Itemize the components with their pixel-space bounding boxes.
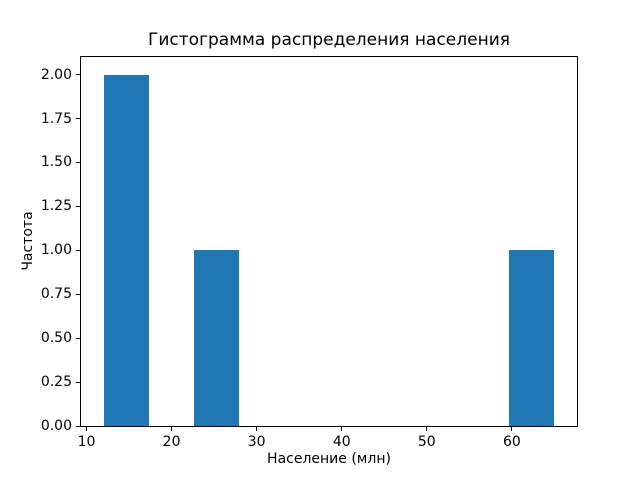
y-tick-mark [76,74,80,76]
y-tick-label: 0.50 [40,330,72,347]
y-tick-mark [76,381,80,383]
y-tick-mark [76,337,80,339]
x-tick-mark [86,427,87,431]
histogram-bar [103,74,149,426]
y-tick-mark [76,161,80,163]
y-tick-label: 1.75 [40,110,72,127]
x-tick-mark [256,427,258,431]
y-tick-mark [76,118,80,119]
y-tick-label: 2.00 [40,66,72,83]
y-tick-mark [76,205,80,207]
x-tick-label: 20 [162,434,181,450]
x-tick-label: 60 [502,434,521,450]
x-tick-label: 50 [417,434,436,450]
x-tick-mark [341,427,343,431]
y-tick-mark [76,425,80,427]
histogram-bar [509,250,555,426]
x-tick-label: 10 [77,434,96,450]
y-tick-label: 0.00 [40,418,72,434]
y-tick-mark [76,249,80,251]
y-tick-label: 0.25 [40,374,72,391]
histogram-bar [193,250,239,426]
y-tick-label: 1.50 [40,154,72,171]
x-tick-label: 40 [332,434,351,450]
x-tick-mark [426,427,428,431]
y-tick-mark [76,293,80,295]
chart-title: Гистограмма распределения населения [148,30,510,50]
x-tick-mark [171,427,173,431]
plot-area [80,56,578,427]
x-axis-label: Население (млн) [267,451,391,467]
y-tick-label: 1.25 [40,198,72,215]
x-tick-mark [511,427,513,431]
x-tick-label: 30 [247,434,266,450]
y-tick-label: 1.00 [40,242,72,259]
y-tick-label: 0.75 [40,286,72,303]
